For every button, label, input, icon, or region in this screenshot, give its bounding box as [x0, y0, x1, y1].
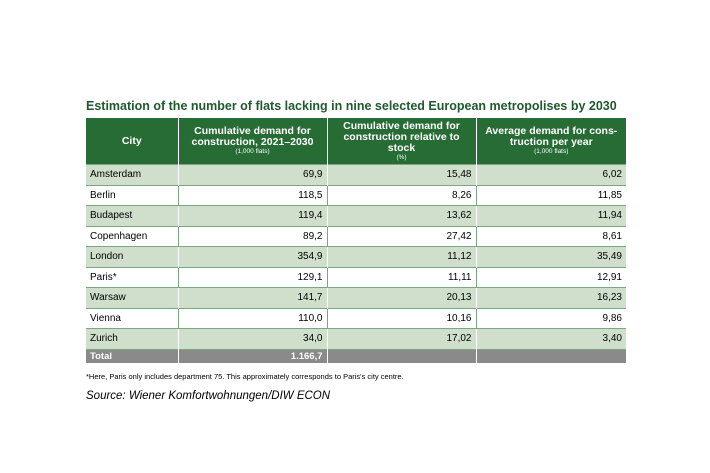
per-year-cell: 12,91: [475, 266, 626, 288]
per-year-cell: 11,85: [475, 184, 626, 206]
cumulative-cell: 110,0: [177, 307, 327, 329]
table-row: Vienna 110,0 10,16 9,86: [86, 307, 626, 329]
city-cell: Warsaw: [86, 287, 178, 308]
city-cell: London: [86, 246, 178, 267]
per-year-cell: 9,86: [475, 307, 626, 329]
per-year-cell: 3,40: [475, 328, 626, 349]
header-city: City: [86, 118, 178, 165]
header-label: Average demand for cons-truction per yea…: [485, 125, 618, 148]
relative-cell: 10,16: [326, 307, 476, 329]
header-cumulative: Cumulative demand for construction, 2021…: [177, 118, 327, 165]
table-row: Amsterdam 69,9 15,48 6,02: [86, 164, 626, 185]
header-label: Cumulative demand for construction relat…: [343, 119, 460, 154]
header-per-year: Average demand for cons-truction per yea…: [475, 118, 626, 165]
per-year-cell: 11,94: [475, 205, 626, 226]
cumulative-cell: 89,2: [177, 225, 327, 247]
total-empty-cell: [475, 348, 626, 363]
total-empty-cell: [326, 348, 476, 363]
relative-cell: 27,42: [326, 225, 476, 247]
flats-demand-table: City Cumulative demand for construction,…: [86, 118, 626, 363]
city-cell: Vienna: [86, 307, 178, 329]
header-unit: (1,000 flats): [235, 148, 270, 155]
relative-cell: 11,12: [326, 246, 476, 267]
header-label: City: [121, 134, 142, 147]
relative-cell: 11,11: [326, 266, 476, 288]
cumulative-cell: 119,4: [177, 205, 327, 226]
relative-cell: 17,02: [326, 328, 476, 349]
city-cell: Amsterdam: [86, 164, 178, 185]
table-row: Paris* 129,1 11,11 12,91: [86, 266, 626, 288]
table-row: Warsaw 141,7 20,13 16,23: [86, 287, 626, 308]
city-cell: Budapest: [86, 205, 178, 226]
cumulative-cell: 141,7: [177, 287, 327, 308]
total-row: Total 1.166,7: [86, 348, 626, 363]
city-cell: Berlin: [86, 184, 178, 206]
cumulative-cell: 118,5: [177, 184, 327, 206]
relative-cell: 20,13: [326, 287, 476, 308]
city-cell: Zurich: [86, 328, 178, 349]
relative-cell: 13,62: [326, 205, 476, 226]
per-year-cell: 35,49: [475, 246, 626, 267]
header-unit: (%): [396, 153, 407, 161]
relative-cell: 8,26: [326, 184, 476, 206]
header-row: City Cumulative demand for construction,…: [86, 118, 626, 165]
header-relative: Cumulative demand for construction relat…: [326, 118, 476, 165]
relative-cell: 15,48: [326, 164, 476, 185]
cumulative-cell: 354,9: [177, 246, 327, 267]
total-cumulative: 1.166,7: [177, 348, 327, 363]
table-title: Estimation of the number of flats lackin…: [86, 99, 617, 113]
cumulative-cell: 34,0: [177, 328, 327, 349]
city-cell: Paris*: [86, 266, 178, 288]
table-row: Berlin 118,5 8,26 11,85: [86, 184, 626, 206]
table-row: Copenhagen 89,2 27,42 8,61: [86, 225, 626, 247]
footnote: *Here, Paris only includes department 75…: [86, 372, 404, 381]
city-cell: Copenhagen: [86, 225, 178, 247]
table-row: London 354,9 11,12 35,49: [86, 246, 626, 267]
per-year-cell: 8,61: [475, 225, 626, 247]
cumulative-cell: 129,1: [177, 266, 327, 288]
table-row: Zurich 34,0 17,02 3,40: [86, 328, 626, 349]
per-year-cell: 16,23: [475, 287, 626, 308]
header-label: Cumulative demand for construction, 2021…: [191, 125, 314, 148]
header-unit: (1,000 flats): [534, 148, 569, 155]
source-line: Source: Wiener Komfortwohnungen/DIW ECON: [86, 390, 331, 402]
table-row: Budapest 119,4 13,62 11,94: [86, 205, 626, 226]
per-year-cell: 6,02: [475, 164, 626, 185]
cumulative-cell: 69,9: [177, 164, 327, 185]
total-label: Total: [86, 348, 178, 363]
